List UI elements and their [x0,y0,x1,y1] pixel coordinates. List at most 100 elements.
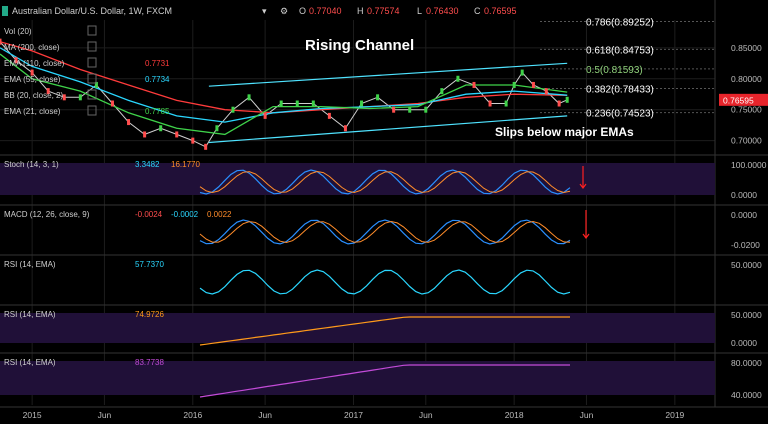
price-plot [0,38,569,150]
h-value: 0.77574 [367,6,400,16]
candle-mark [46,88,50,95]
candle-mark [504,100,508,107]
pane-tick-label: 0.0000 [731,210,757,220]
candle-mark [247,94,251,101]
candle-mark [488,100,492,107]
candle-mark [424,106,428,113]
candle-mark [376,94,380,101]
pane-value: 3.3482 [135,160,160,169]
candle-mark [204,143,208,150]
candle-mark [408,106,412,113]
candle-mark [215,125,219,132]
legend-settings-icon[interactable] [87,105,97,116]
pane-title[interactable]: RSI (14, EMA) [4,260,56,269]
candle-mark [0,38,2,45]
main-grid [0,20,715,405]
legend-item-label[interactable]: EMA (55, close) [4,75,61,84]
oscillator-line [199,316,570,346]
pane-tick-label: 80.0000 [731,358,762,368]
chart-type-icon [2,6,8,16]
candle-mark [110,100,114,107]
pane-tick-label: 50.0000 [731,310,762,320]
symbol-title[interactable]: Australian Dollar/U.S. Dollar, 1W, FXCM [12,6,172,16]
c-label: C [474,6,481,16]
legend-item-value: 0.7785 [145,107,170,116]
pane-title[interactable]: RSI (14, EMA) [4,310,56,319]
time-tick-label: Jun [419,410,433,420]
legend-item-value: 0.7731 [145,59,170,68]
o-value: 0.77040 [309,6,342,16]
legend-item-label[interactable]: MA (200, close) [4,43,60,52]
c-value: 0.76595 [484,6,517,16]
pane-title[interactable]: Stoch (14, 3, 1) [4,160,59,169]
candle-mark [295,100,299,107]
pane-band [0,313,715,343]
pane-band [0,163,715,195]
price-tick-label: 0.80000 [731,74,762,84]
time-tick-label: 2016 [183,410,202,420]
legend-settings-icon[interactable] [87,57,97,68]
fib-label: 0.5(0.81593) [586,65,643,76]
header-settings-icon[interactable]: ⚙ [280,6,288,16]
pane-tick-label: 0.0000 [731,190,757,200]
candle-mark [520,69,524,76]
oscillator-line [199,169,571,195]
pane-value: -0.0002 [171,210,199,219]
legend-item-label[interactable]: Vol (20) [4,27,32,36]
channel-title: Rising Channel [305,37,414,54]
candle-mark [512,81,516,88]
legend-item-label[interactable]: EMA (21, close) [4,107,61,116]
time-tick-label: Jun [258,410,272,420]
l-label: L [417,6,422,16]
down-arrow-icon [579,183,587,189]
indicator-panes: Stoch (14, 3, 1) 3.3482 16.1770 100.0000 0.0… [0,154,768,400]
legend-item-label[interactable]: EMA (110, close) [4,59,65,68]
indicator-legend: Vol (20) MA (200, close) EMA (110, close) 0… [4,25,170,116]
candle-mark [392,106,396,113]
oscillator-line [199,364,570,398]
o-label: O [299,6,306,16]
legend-item-label[interactable]: BB (20, close, 2) [4,91,63,100]
legend-settings-icon[interactable] [87,89,97,100]
fib-label: 0.786(0.89252) [586,18,654,29]
fib-label: 0.618(0.84753) [586,45,654,56]
candle-mark [231,106,235,113]
symbol-dropdown-icon[interactable]: ▾ [262,6,267,16]
oscillator-signal-line [199,220,571,244]
time-tick-label: Jun [580,410,594,420]
ema-note: Slips below major EMAs [495,125,634,139]
legend-settings-icon[interactable] [87,73,97,84]
oscillator-line [199,269,571,295]
candle-mark [175,131,179,138]
pane-tick-label: 0.0000 [731,338,757,348]
candle-mark [159,125,163,132]
pane-value: 74.9726 [135,310,164,319]
price-tick-label: 0.85000 [731,43,762,53]
ema-55-line [0,47,568,123]
candle-mark [279,100,283,107]
channel-upper-line [208,62,568,87]
candle-mark [456,75,460,82]
candle-mark [62,94,66,101]
candle-mark [531,81,535,88]
candle-mark [30,69,34,76]
pane-tick-label: 100.0000 [731,160,767,170]
candle-mark [311,100,315,107]
candle-mark [14,57,18,64]
candle-mark [78,94,82,101]
fib-label: 0.236(0.74523) [586,109,654,120]
candle-mark [557,100,561,107]
pane-title[interactable]: MACD (12, 26, close, 9) [4,210,90,219]
time-tick-label: 2017 [344,410,363,420]
legend-settings-icon[interactable] [87,25,97,36]
legend-settings-icon[interactable] [87,41,97,52]
pane-title[interactable]: RSI (14, EMA) [4,358,56,367]
candle-mark [263,112,267,119]
pane-value: 16.1770 [171,160,200,169]
fib-levels: 0.786(0.89252) 0.618(0.84753) 0.5(0.81593)… [540,18,715,120]
pane-value: 0.0022 [207,210,232,219]
candle-mark [94,81,98,88]
